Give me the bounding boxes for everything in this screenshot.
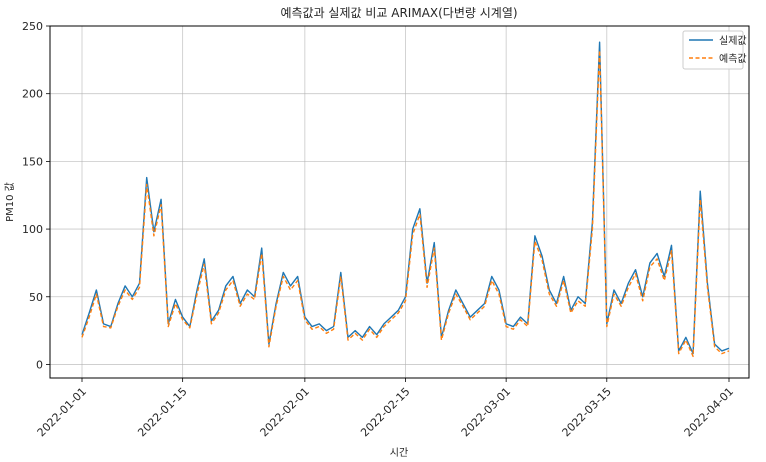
legend-label-actual: 실제값 — [719, 35, 747, 47]
y-tick-label: 150 — [22, 155, 43, 168]
chart-title: 예측값과 실제값 비교 ARIMAX(다변량 시계열) — [280, 6, 517, 20]
plot-frame — [49, 25, 750, 379]
y-tick-label: 200 — [22, 88, 43, 101]
legend-label-predicted: 예측값 — [719, 53, 747, 65]
y-tick-label: 250 — [22, 20, 43, 33]
y-tick-label: 0 — [36, 358, 43, 371]
x-axis-label: 시간 — [390, 447, 408, 459]
y-axis-label: PM10 값 — [4, 182, 16, 222]
legend: 실제값 예측값 — [682, 30, 747, 70]
y-tick-label: 100 — [22, 223, 43, 236]
series-layer — [81, 41, 730, 358]
y-tick-label: 50 — [29, 291, 43, 304]
series-line-predicted — [81, 49, 730, 358]
